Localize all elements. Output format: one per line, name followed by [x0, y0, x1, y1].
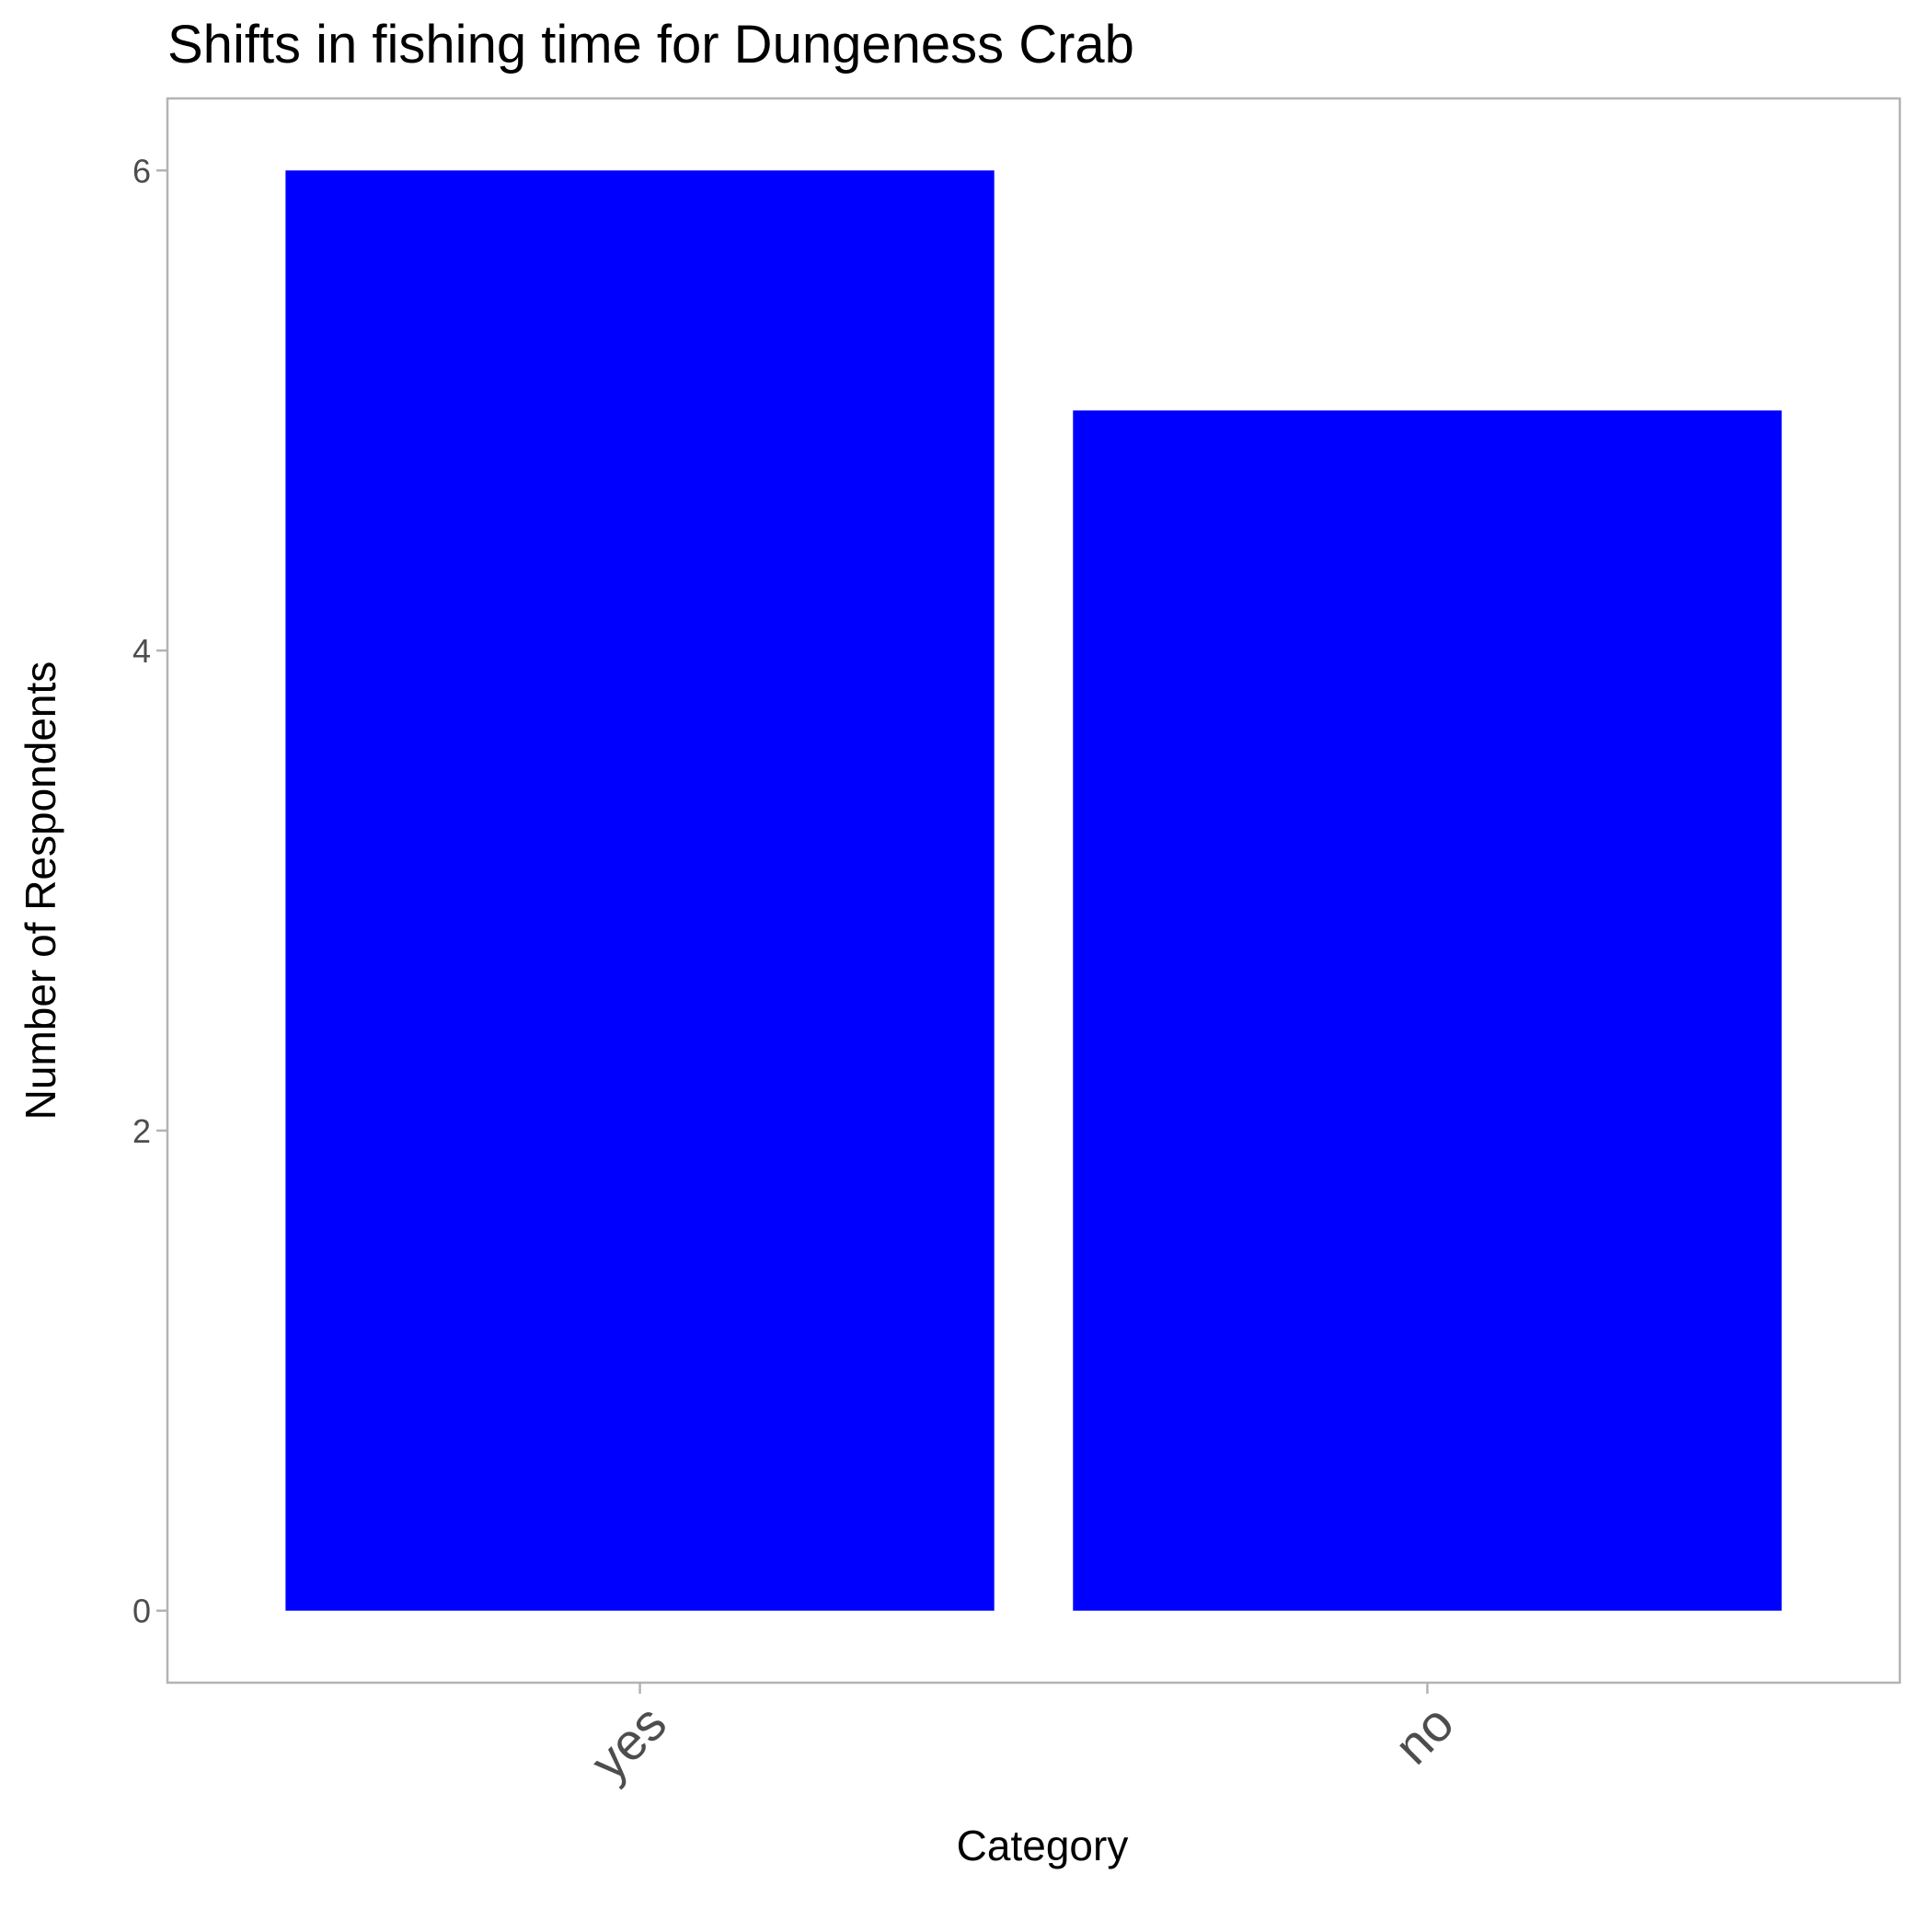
bars-group: [285, 170, 1782, 1611]
x-axis: yes no: [580, 1683, 1465, 1791]
bar-yes: [285, 170, 995, 1611]
y-tick-label-6: 6: [132, 152, 151, 190]
y-axis: 0 2 4 6: [132, 152, 167, 1630]
x-tick-label-no: no: [1383, 1694, 1465, 1776]
plot-panel: [166, 97, 1902, 1685]
y-tick-label-2: 2: [132, 1112, 151, 1150]
bar-no: [1073, 410, 1782, 1611]
x-tick-label-yes: yes: [580, 1694, 677, 1791]
chart-title: Shifts in fishing time for Dungeness Cra…: [167, 15, 1134, 75]
x-axis-title: Category: [957, 1822, 1129, 1869]
y-tick-label-0: 0: [132, 1593, 151, 1630]
y-tick-label-4: 4: [132, 632, 151, 670]
y-axis-title: Number of Respondents: [17, 661, 64, 1121]
